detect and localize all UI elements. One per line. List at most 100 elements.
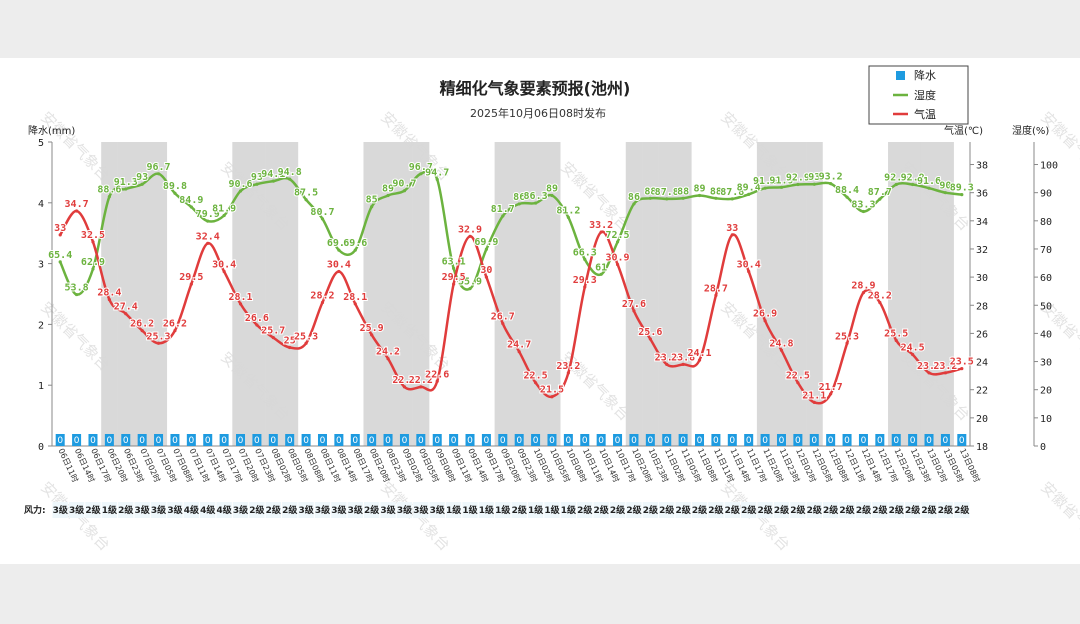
precip-value-label: 0 — [615, 436, 621, 446]
wind-cell — [265, 502, 281, 518]
temperature-value-label: 25.3 — [147, 331, 171, 342]
wind-label: 风力: — [24, 504, 46, 516]
precip-value-label: 0 — [877, 436, 883, 446]
precip-bar — [809, 434, 819, 446]
precip-value-label: 0 — [631, 436, 637, 446]
wind-value: 2级 — [364, 504, 380, 516]
wind-cell — [626, 502, 642, 518]
temperature-point — [304, 341, 308, 345]
wind-value: 2级 — [708, 504, 724, 516]
precip-bar — [776, 434, 786, 446]
precip-bar — [891, 434, 901, 446]
precip-bar — [924, 434, 934, 446]
humidity-value-label: 89.3 — [950, 183, 974, 194]
wind-value: 1级 — [528, 504, 544, 516]
temperature-value-label: 28.2 — [310, 290, 334, 301]
temperature-value-label: 33.2 — [589, 220, 613, 231]
temperature-point — [320, 300, 325, 305]
precip-bar — [55, 434, 65, 446]
legend-temp: 气温 — [914, 107, 936, 121]
precip-value-label: 0 — [402, 436, 408, 446]
temperature-point — [550, 395, 554, 399]
temp-tick-label: 26 — [976, 329, 988, 340]
wind-value: 1级 — [462, 504, 478, 516]
humidity-value-label: 69.9 — [474, 237, 498, 248]
temp-tick-label: 30 — [976, 273, 988, 284]
precip-bar — [334, 434, 344, 446]
temperature-value-label: 24.1 — [687, 348, 711, 359]
precip-tick-label: 3 — [38, 260, 44, 271]
precip-bar — [645, 434, 655, 446]
night-band — [232, 142, 250, 446]
precip-bar — [744, 434, 754, 446]
temperature-value-label: 30.4 — [212, 259, 236, 270]
humidity-point — [632, 202, 636, 206]
precip-bar — [154, 434, 164, 446]
wind-value: 1级 — [479, 504, 495, 516]
precip-value-label: 0 — [254, 436, 260, 446]
humidity-value-label: 90.7 — [392, 179, 416, 190]
wind-value: 2级 — [85, 504, 101, 516]
humidity-point — [468, 287, 472, 291]
precip-value-label: 0 — [533, 436, 539, 446]
precip-bar — [678, 434, 688, 446]
humidity-value-label: 89 — [382, 183, 394, 194]
humidity-point — [911, 182, 915, 187]
temp-tick-label: 38 — [976, 161, 988, 172]
wind-value: 1级 — [544, 504, 560, 516]
temperature-point — [681, 362, 685, 366]
temperature-value-label: 25.6 — [638, 327, 662, 338]
wind-value: 3级 — [430, 504, 446, 516]
precip-value-label: 0 — [467, 436, 473, 446]
wind-value: 2级 — [659, 504, 675, 516]
temperature-value-label: 28.4 — [97, 288, 121, 299]
humidity-point — [779, 185, 784, 189]
night-band — [265, 142, 282, 446]
legend[interactable]: 降水 湿度 气温 — [868, 65, 969, 125]
precip-bar — [285, 434, 295, 446]
humidity-point — [533, 201, 538, 205]
temperature-point — [91, 240, 95, 244]
temperature-value-label: 34.7 — [65, 199, 89, 210]
precip-value-label: 0 — [647, 436, 653, 446]
wind-cell — [249, 502, 265, 518]
humidity-point — [665, 197, 669, 201]
night-band — [543, 142, 561, 446]
wind-value: 4级 — [200, 504, 216, 516]
humidity-tick-label: 90 — [1040, 189, 1052, 200]
temperature-value-label: 26.6 — [245, 313, 269, 324]
temperature-value-label: 22.5 — [786, 371, 810, 382]
humidity-point — [747, 192, 751, 196]
precip-bar — [449, 434, 459, 446]
humidity-value-label: 69.6 — [343, 238, 367, 249]
precip-bar — [432, 434, 442, 446]
humidity-point — [58, 260, 62, 264]
wind-cell — [888, 502, 904, 518]
humidity-point — [435, 177, 439, 182]
temperature-value-label: 25.3 — [835, 331, 859, 342]
wind-value: 3级 — [380, 504, 396, 516]
wind-cell — [675, 502, 691, 518]
humidity-value-label: 61 — [595, 262, 607, 273]
temperature-point — [599, 230, 603, 234]
humidity-value-label: 86 — [513, 192, 525, 203]
temperature-point — [878, 300, 882, 305]
temperature-point — [796, 381, 800, 385]
precip-bar — [137, 434, 147, 446]
wind-cell — [642, 502, 659, 518]
wind-value: 2级 — [626, 504, 642, 516]
precip-value-label: 0 — [516, 436, 522, 446]
humidity-point — [681, 196, 685, 200]
wind-value: 2级 — [594, 504, 610, 516]
night-band — [396, 142, 413, 446]
humidity-point — [370, 205, 374, 209]
humidity-value-label: 81.7 — [491, 204, 515, 215]
wind-value: 2级 — [807, 504, 823, 516]
humidity-value-label: 85 — [366, 195, 378, 206]
wind-cell — [806, 502, 822, 518]
wind-cell — [118, 502, 134, 518]
humidity-point — [206, 219, 210, 223]
wind-value: 2级 — [266, 504, 282, 516]
precip-bar — [481, 434, 491, 446]
humidity-point — [288, 177, 292, 181]
